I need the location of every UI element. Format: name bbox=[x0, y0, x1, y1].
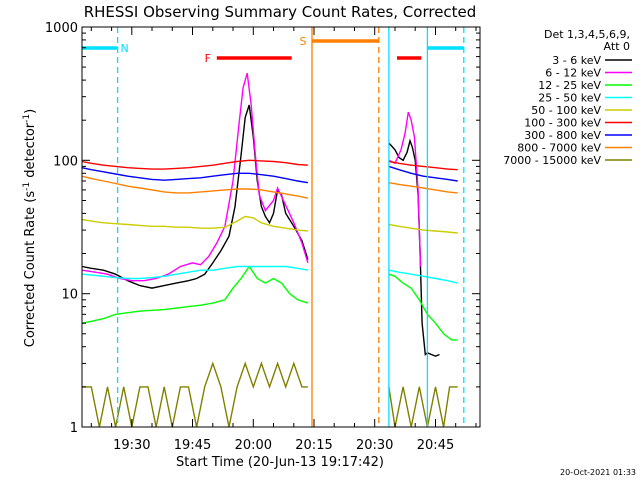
x-tick-label: 20:45 bbox=[417, 438, 454, 453]
series-line-7000-15000-kev-1 bbox=[388, 386, 458, 428]
series-line-300-800-kev-1 bbox=[388, 165, 458, 182]
series-line-300-800-kev-0 bbox=[81, 167, 309, 184]
legend-entry-300-800-kev: 300 - 800 keV bbox=[524, 129, 632, 142]
flag-label-n: N bbox=[120, 42, 128, 55]
legend-entry-7000-15000-kev: 7000 - 15000 keV bbox=[503, 154, 632, 167]
y-tick-label: 10 bbox=[61, 288, 78, 303]
x-tick-label: 19:45 bbox=[174, 438, 211, 453]
series-line-800-7000-kev-1 bbox=[388, 182, 458, 194]
legend-label: 6 - 12 keV bbox=[545, 67, 601, 80]
series-6-12-kev bbox=[81, 73, 422, 282]
legend-label: 3 - 6 keV bbox=[552, 54, 601, 67]
chart-title: RHESSI Observing Summary Count Rates, Co… bbox=[84, 3, 477, 21]
series-layer bbox=[81, 73, 458, 428]
series-100-300-kev bbox=[81, 159, 458, 171]
legend-label: 800 - 7000 keV bbox=[517, 142, 601, 155]
legend-label: 7000 - 15000 keV bbox=[503, 154, 601, 167]
legend-header-line1: Det 1,3,4,5,6,9, bbox=[544, 28, 630, 41]
x-tick-label: 20:00 bbox=[235, 438, 272, 453]
series-line-6-12-kev-1 bbox=[388, 111, 422, 267]
x-tick-label: 20:30 bbox=[356, 438, 393, 453]
series-50-100-kev bbox=[81, 215, 458, 234]
series-300-800-kev bbox=[81, 165, 458, 184]
legend-label: 12 - 25 keV bbox=[538, 79, 601, 92]
legend-entry-25-50-kev: 25 - 50 keV bbox=[538, 92, 632, 105]
legend-entry-6-12-kev: 6 - 12 keV bbox=[545, 67, 632, 80]
y-tick-label: 100 bbox=[53, 154, 78, 169]
tick-layer: 19:30 19:45 20:00 20:15 20:30 20:45 1 10 100 1000 bbox=[45, 21, 480, 453]
legend-label: 50 - 100 keV bbox=[531, 104, 601, 117]
series-line-100-300-kev-1 bbox=[388, 160, 458, 171]
legend-entry-3-6-kev: 3 - 6 keV bbox=[552, 54, 632, 67]
legend-entry-12-25-kev: 12 - 25 keV bbox=[538, 79, 632, 92]
legend-label: 25 - 50 keV bbox=[538, 92, 601, 105]
x-tick-label: 19:30 bbox=[113, 438, 150, 453]
x-tick-label: 20:15 bbox=[295, 438, 332, 453]
legend-entry-800-7000-kev: 800 - 7000 keV bbox=[517, 142, 632, 155]
legend-entry-100-300-kev: 100 - 300 keV bbox=[524, 117, 632, 130]
series-line-50-100-kev-0 bbox=[81, 215, 308, 232]
series-line-50-100-kev-1 bbox=[388, 223, 458, 234]
series-line-6-12-kev-0 bbox=[81, 73, 309, 282]
series-800-7000-kev bbox=[81, 175, 458, 199]
flag-label-s: S bbox=[300, 35, 307, 48]
series-12-25-kev bbox=[81, 265, 458, 341]
flag-label-f: F bbox=[205, 52, 211, 65]
legend-header-line2: Att 0 bbox=[604, 40, 630, 53]
plot-frame bbox=[81, 26, 481, 428]
series-line-800-7000-kev-0 bbox=[81, 175, 309, 199]
legend-label: 300 - 800 keV bbox=[524, 129, 601, 142]
flag-layer: N F S bbox=[82, 35, 464, 65]
series-line-12-25-kev-0 bbox=[81, 265, 309, 324]
legend-entry-50-100-kev: 50 - 100 keV bbox=[531, 104, 632, 117]
legend-label: 100 - 300 keV bbox=[524, 117, 601, 130]
vline-layer bbox=[116, 27, 465, 427]
x-axis-label: Start Time (20-Jun-13 19:17:42) bbox=[176, 455, 384, 470]
y-axis-label: Corrected Count Rate (s-1 detector-1) bbox=[22, 109, 38, 347]
y-tick-label: 1 bbox=[70, 421, 78, 436]
series-line-25-50-kev-1 bbox=[388, 269, 458, 284]
y-tick-label: 1000 bbox=[45, 21, 78, 36]
series-line-12-25-kev-1 bbox=[388, 273, 458, 341]
plot-area: N F S 19:30 19:45 20:00 20:15 20:30 20:45 1 10 100… bbox=[45, 21, 481, 453]
footer-timestamp: 20-Oct-2021 01:33 bbox=[560, 468, 636, 477]
series-line-100-300-kev-0 bbox=[81, 159, 308, 170]
